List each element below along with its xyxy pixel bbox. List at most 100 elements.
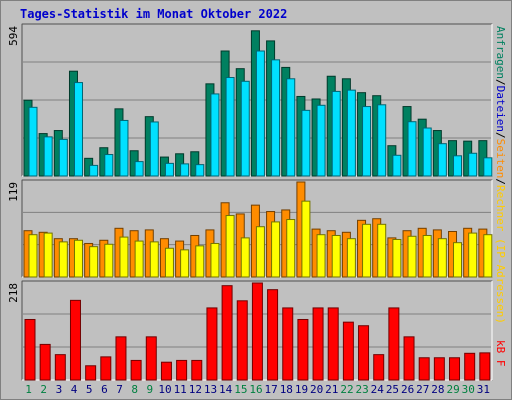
bar-rechner-ip-adressen--day-8 [134,240,144,278]
bar-rechner-ip-adressen--day-24 [377,223,387,278]
bar-kb-f-day-6 [100,356,112,381]
x-day-label-20: 20 [310,383,323,396]
bar-kb-f-day-16 [251,282,263,381]
legend-seiten: Seiten [494,139,507,179]
x-day-label-26: 26 [401,383,414,396]
x-day-label-15: 15 [234,383,247,396]
bar-dateien-day-23 [362,106,372,177]
bar-rechner-ip-adressen--day-20 [316,234,326,278]
bar-dateien-day-11 [180,163,190,177]
legend-rechner: Rechner (IP-Adressen) [494,185,507,324]
x-day-label-14: 14 [219,383,233,396]
bar-dateien-day-21 [331,90,341,177]
bar-dateien-day-22 [346,89,356,177]
bar-dateien-day-26 [407,121,417,177]
bar-kb-f-day-31 [479,352,491,381]
bar-kb-f-day-21 [327,307,339,381]
bar-dateien-day-24 [377,104,387,177]
bar-kb-f-day-2 [39,343,51,381]
bar-rechner-ip-adressen--day-28 [437,238,447,278]
bar-rechner-ip-adressen--day-29 [453,242,463,278]
bar-dateien-day-27 [422,127,432,177]
x-day-label-8: 8 [131,383,138,396]
bar-dateien-day-31 [483,157,493,177]
bar-dateien-day-19 [301,109,311,177]
bar-rechner-ip-adressen--day-9 [149,241,159,278]
x-day-label-22: 22 [340,383,353,396]
x-day-label-11: 11 [174,383,187,396]
bar-rechner-ip-adressen--day-10 [164,247,174,278]
bar-dateien-day-28 [437,143,447,177]
bar-kb-f-day-4 [69,299,81,381]
x-day-label-16: 16 [249,383,262,396]
bar-dateien-day-12 [195,164,205,177]
bar-rechner-ip-adressen--day-1 [28,234,38,278]
bar-dateien-day-17 [271,59,281,177]
bar-rechner-ip-adressen--day-11 [180,249,190,278]
x-day-label-1: 1 [25,383,32,396]
x-day-label-7: 7 [116,383,123,396]
legend-dateien: Dateien [494,86,507,132]
x-day-label-2: 2 [40,383,47,396]
bar-rechner-ip-adressen--day-21 [331,234,341,278]
bar-rechner-ip-adressen--day-25 [392,238,402,278]
chart-title: Tages-Statistik im Monat Oktober 2022 [20,7,288,21]
bar-kb-f-day-13 [206,307,218,381]
x-day-label-19: 19 [295,383,308,396]
bar-kb-f-day-20 [312,307,324,381]
x-day-label-6: 6 [101,383,108,396]
bar-rechner-ip-adressen--day-6 [104,243,114,278]
legend-separator: / [494,178,507,185]
bar-dateien-day-15 [240,80,250,177]
x-day-label-13: 13 [204,383,217,396]
bar-dateien-day-16 [255,50,265,177]
x-day-label-5: 5 [86,383,93,396]
bar-rechner-ip-adressen--day-15 [240,237,250,278]
bar-dateien-day-9 [149,121,159,177]
bar-kb-f-day-28 [433,357,445,381]
bar-dateien-day-6 [104,154,114,177]
bar-kb-f-day-15 [236,300,248,381]
bar-dateien-day-3 [58,138,68,177]
x-day-label-4: 4 [71,383,78,396]
x-day-label-30: 30 [462,383,475,396]
bar-rechner-ip-adressen--day-17 [271,221,281,278]
bar-kb-f-day-10 [160,361,172,381]
bar-kb-f-day-18 [282,307,294,381]
x-day-label-10: 10 [158,383,171,396]
bar-rechner-ip-adressen--day-18 [286,219,296,278]
legend-separator: / [494,132,507,139]
x-day-label-12: 12 [189,383,202,396]
bar-kb-f-day-27 [418,357,430,381]
bar-kb-f-day-14 [221,285,233,381]
x-day-label-3: 3 [56,383,63,396]
bar-dateien-day-18 [286,78,296,177]
bar-kb-f-day-1 [24,318,36,381]
bar-rechner-ip-adressen--day-5 [89,246,99,278]
bar-kb-f-day-24 [373,354,385,381]
bar-dateien-day-2 [43,136,53,177]
bar-dateien-day-25 [392,154,402,177]
x-day-label-18: 18 [280,383,293,396]
bar-rechner-ip-adressen--day-22 [346,238,356,278]
bar-rechner-ip-adressen--day-7 [119,236,129,278]
x-day-label-29: 29 [446,383,459,396]
bar-kb-f-day-29 [449,357,461,381]
x-day-label-24: 24 [371,383,385,396]
bar-dateien-day-20 [316,104,326,177]
bar-rechner-ip-adressen--day-13 [210,242,220,278]
bar-dateien-day-29 [453,155,463,177]
bar-dateien-day-30 [468,152,478,177]
bar-rechner-ip-adressen--day-14 [225,215,235,278]
legend-anfragen: Anfragen [494,26,507,79]
bar-kb-f-day-11 [176,359,188,381]
bar-rechner-ip-adressen--day-30 [468,232,478,278]
bar-rechner-ip-adressen--day-2 [43,232,53,278]
panel-3-ymax-label: 218 [7,283,20,303]
x-day-label-9: 9 [147,383,154,396]
x-day-label-17: 17 [265,383,278,396]
panel-2-ymax-label: 119 [7,182,20,202]
bar-kb-f-day-22 [342,321,354,381]
x-day-label-28: 28 [431,383,444,396]
